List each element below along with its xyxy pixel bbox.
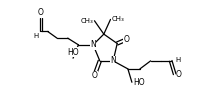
Text: CH₃: CH₃ <box>112 16 125 22</box>
Text: O: O <box>176 70 182 79</box>
Text: N: N <box>110 56 116 65</box>
Text: CH₃: CH₃ <box>80 18 93 24</box>
Text: HO: HO <box>67 48 79 57</box>
Text: N: N <box>90 40 96 49</box>
Text: O: O <box>124 35 130 44</box>
Text: H: H <box>175 57 181 63</box>
Text: H: H <box>33 33 38 39</box>
Text: O: O <box>38 8 44 17</box>
Text: HO: HO <box>133 78 145 87</box>
Text: O: O <box>91 71 97 80</box>
